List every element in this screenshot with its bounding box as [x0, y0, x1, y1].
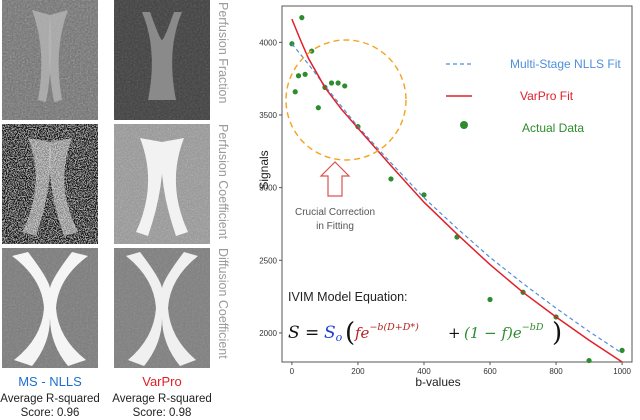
- signal-chart: 0 200 400 600 800 1000 2000 2500 3000 3500 4000 Cr…: [257, 5, 633, 389]
- legend-label-nlls: Multi-Stage NLLS Fit: [510, 57, 621, 71]
- data-point: [328, 80, 335, 86]
- score-label-varpro: Average R-squared: [112, 393, 212, 405]
- x-tick-label: 0: [290, 367, 295, 376]
- x-tick-label: 1000: [613, 367, 631, 376]
- score-label-msnlls: Average R-squared: [0, 393, 100, 405]
- brain-map-image: [114, 248, 210, 368]
- y-tick-label: 4000: [259, 38, 277, 47]
- legend-label-varpro: VarPro Fit: [520, 89, 574, 103]
- data-point: [342, 83, 348, 89]
- equation-paren-close: ): [552, 318, 562, 348]
- ticks-layer: 0 200 400 600 800 1000 2000 2500 3000 3500 4000: [259, 38, 631, 376]
- panel-diffusion-coefficient-varpro: [114, 248, 210, 368]
- brain-map-image: [2, 0, 98, 120]
- brain-map-image: [2, 248, 98, 368]
- data-point: [295, 73, 302, 79]
- legend-label-data: Actual Data: [522, 121, 584, 135]
- y-tick-label: 2500: [259, 256, 277, 265]
- legend-marker-data: [460, 121, 468, 129]
- ivim-equation: S = So ( fe−b(D+D*) + (1 − f)e−bD ): [288, 318, 562, 348]
- score-value-varpro: Score: 0.98: [132, 407, 192, 419]
- annotation-line2: in Fitting: [316, 221, 354, 232]
- data-point: [315, 105, 321, 111]
- data-point: [299, 15, 305, 21]
- panel-perfusion-fraction-varpro: [114, 0, 210, 120]
- data-point: [388, 176, 394, 182]
- brain-map-image: [2, 124, 98, 244]
- panel-diffusion-coefficient-msnlls: [2, 248, 98, 368]
- equation-title: IVIM Model Equation:: [288, 290, 408, 304]
- x-tick-label: 400: [417, 367, 431, 376]
- data-point: [586, 357, 592, 364]
- equation-paren-open: (: [345, 318, 355, 348]
- score-value-msnlls: Score: 0.96: [20, 407, 80, 419]
- up-arrow-icon: [319, 161, 351, 197]
- panel-perfusion-coefficient-varpro: [114, 124, 210, 244]
- nlls-fit-line: [291, 43, 623, 354]
- equation-lhs: S =: [288, 323, 319, 343]
- panel-perfusion-fraction-msnlls: [2, 0, 98, 120]
- legend: Multi-Stage NLLS Fit VarPro Fit Actual D…: [446, 57, 621, 135]
- y-tick-label: 2000: [259, 329, 277, 338]
- data-point: [487, 296, 493, 303]
- row-label-diffusion-coefficient: Diffusion Coefficient: [216, 248, 230, 359]
- data-point: [421, 192, 427, 198]
- x-tick-label: 800: [549, 367, 563, 376]
- equation-diffusion-term: (1 − f)e−bD: [464, 322, 544, 342]
- x-axis-label: b-values: [415, 375, 460, 389]
- x-tick-label: 600: [483, 367, 497, 376]
- row-label-perfusion-coefficient: Perfusion Coefficient: [216, 124, 230, 240]
- highlight-circle: [285, 39, 407, 161]
- series-layer: [289, 15, 625, 364]
- plot-border: [281, 5, 633, 363]
- y-tick-label: 3000: [259, 184, 277, 193]
- plot-frame: [281, 5, 633, 363]
- brain-map-image: [114, 124, 210, 244]
- panel-perfusion-coefficient-msnlls: [2, 124, 98, 244]
- annotation-line1: Crucial Correction: [295, 207, 375, 218]
- brain-map-image: [114, 0, 210, 120]
- equation-plus: +: [448, 324, 461, 342]
- equation-s0: So: [324, 323, 343, 344]
- data-point: [619, 347, 625, 353]
- data-point: [335, 80, 341, 86]
- equation-perfusion-term: fe−b(D+D*): [354, 322, 419, 342]
- data-point: [302, 71, 308, 77]
- y-tick-label: 3500: [259, 111, 277, 120]
- x-tick-label: 200: [351, 367, 365, 376]
- method-label-msnlls: MS - NLLS: [18, 374, 82, 389]
- data-point: [292, 89, 298, 95]
- varpro-fit-line: [291, 18, 623, 363]
- y-axis-label: Signals: [257, 150, 271, 189]
- method-label-varpro: VarPro: [142, 374, 182, 389]
- row-label-perfusion-fraction: Perfusion Fraction: [216, 2, 230, 104]
